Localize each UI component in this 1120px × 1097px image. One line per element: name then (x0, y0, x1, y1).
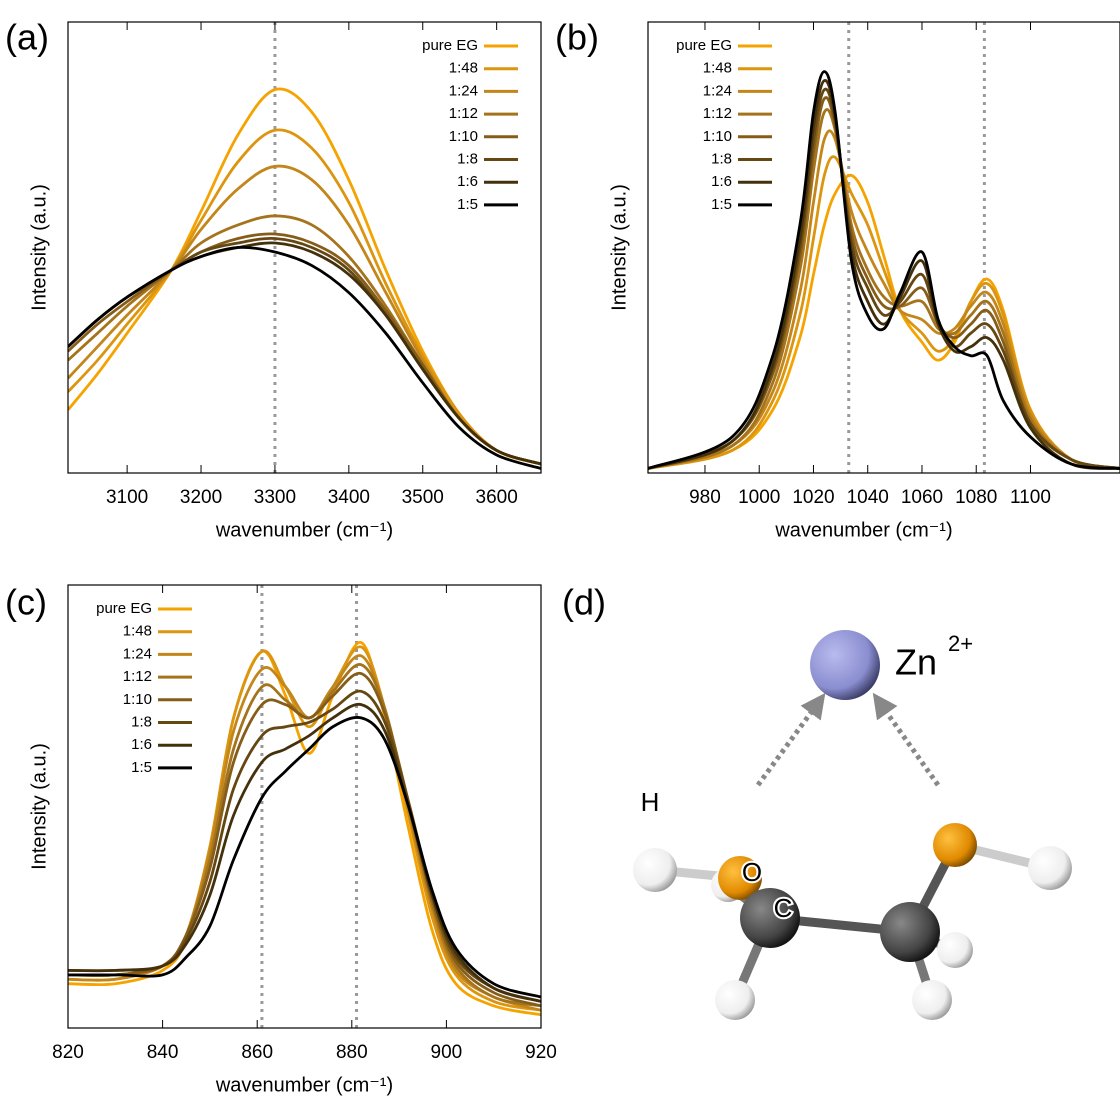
x-tick-label: 1020 (792, 487, 834, 508)
ion-label: Zn (895, 642, 937, 683)
series-line (68, 241, 541, 466)
x-tick-label: 900 (431, 1042, 463, 1063)
series-line (648, 173, 1120, 470)
legend-label: 1:12 (449, 105, 478, 122)
legend-label: 1:8 (711, 150, 732, 167)
legend-label: 1:10 (703, 128, 732, 145)
series-line (648, 108, 1120, 470)
legend-label: 1:6 (457, 173, 478, 190)
x-tick-label: 980 (689, 487, 721, 508)
y-axis-label: Intensity (a.u.) (28, 184, 50, 311)
atom (933, 823, 977, 867)
series-line (68, 87, 541, 466)
bonds (654, 840, 1052, 1002)
legend-label: 1:8 (457, 150, 478, 167)
series-line (648, 87, 1120, 470)
legend-label: 1:10 (123, 691, 152, 708)
series-line (68, 716, 541, 999)
legend-label: 1:5 (131, 759, 152, 776)
atom (715, 980, 755, 1020)
plot-frame (67, 21, 542, 474)
x-tick-label: 1060 (901, 487, 943, 508)
x-tick-label: 3600 (476, 487, 518, 508)
y-axis-label: Intensity (a.u.) (28, 743, 50, 870)
plot-frame (647, 21, 1120, 474)
x-tick-label: 920 (525, 1042, 557, 1063)
legend-label: 1:24 (449, 82, 478, 99)
x-tick-label: 820 (52, 1042, 84, 1063)
panel-label: (c) (5, 582, 47, 623)
panel-label: (d) (562, 582, 606, 623)
x-tick-label: 3300 (254, 487, 296, 508)
legend-label: 1:6 (131, 736, 152, 753)
legend-label: pure EG (676, 37, 732, 54)
ion-charge: 2+ (948, 631, 973, 656)
x-tick-label: 3400 (328, 487, 370, 508)
legend-label: 1:12 (123, 668, 152, 685)
series-group (68, 87, 541, 470)
legend-label: 1:12 (703, 105, 732, 122)
atom-label: O (742, 857, 762, 887)
x-tick-label: 3500 (402, 487, 444, 508)
legend-label: 1:8 (131, 713, 152, 730)
x-tick-label: 840 (147, 1042, 179, 1063)
series-group (648, 70, 1120, 470)
atom-label: H (641, 787, 660, 817)
arrow (872, 692, 941, 787)
legend-label: 1:5 (457, 196, 478, 213)
panel-label: (b) (555, 17, 599, 58)
x-tick-label: 860 (241, 1042, 273, 1063)
arrow (755, 692, 826, 787)
legend-label: pure EG (96, 600, 152, 617)
atom (937, 932, 973, 968)
legend-label: 1:24 (123, 645, 152, 662)
x-tick-label: 3100 (106, 487, 148, 508)
x-tick-label: 1080 (955, 487, 997, 508)
series-line (68, 702, 541, 1003)
legend-label: 1:48 (703, 60, 732, 77)
series-line (68, 245, 541, 470)
x-axis-label: wavenumber (cm⁻¹) (215, 519, 393, 541)
series-line (648, 70, 1120, 470)
x-tick-label: 880 (336, 1042, 368, 1063)
atom-label: C (774, 893, 793, 923)
atom (912, 980, 952, 1020)
plot-frame (67, 584, 542, 1029)
x-axis-label: wavenumber (cm⁻¹) (774, 519, 952, 541)
panel-label: (a) (5, 17, 49, 58)
legend-label: 1:24 (703, 82, 732, 99)
molecule-diagram: (d) Zn 2+ H O C (562, 582, 1072, 1020)
atom (740, 888, 800, 948)
atom (718, 856, 762, 900)
x-tick-label: 1100 (1010, 487, 1051, 508)
series-line (648, 79, 1120, 470)
series-line (68, 654, 541, 1012)
atom (1028, 846, 1072, 890)
y-axis-label: Intensity (a.u.) (608, 184, 630, 311)
series-line (648, 155, 1120, 470)
legend-label: 1:6 (711, 173, 732, 190)
legend-label: 1:10 (449, 128, 478, 145)
atom (880, 902, 940, 962)
series-line (648, 129, 1120, 470)
legend-label: 1:5 (711, 196, 732, 213)
x-tick-label: 3200 (180, 487, 222, 508)
x-tick-label: 1000 (738, 487, 780, 508)
legend-label: pure EG (422, 37, 478, 54)
series-group (68, 641, 541, 1017)
atom (633, 848, 677, 892)
series-line (648, 96, 1120, 470)
x-axis-label: wavenumber (cm⁻¹) (215, 1074, 393, 1096)
legend-label: 1:48 (449, 60, 478, 77)
x-tick-label: 1040 (847, 487, 889, 508)
legend-label: 1:48 (123, 623, 152, 640)
zn-ion (810, 630, 880, 700)
series-line (68, 128, 541, 466)
